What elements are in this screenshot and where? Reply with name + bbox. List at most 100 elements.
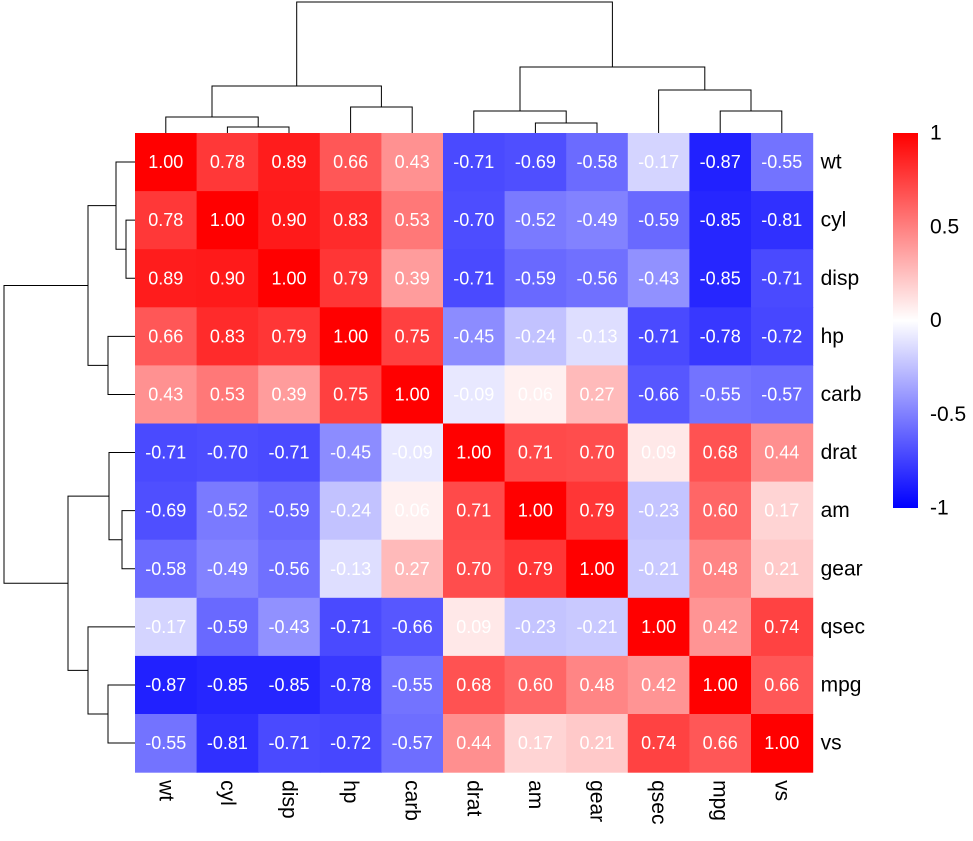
cell-vs-mpg [689, 714, 752, 773]
cell-value-hp-cyl: 0.83 [210, 326, 245, 346]
cell-carb-drat [443, 365, 506, 425]
cell-value-hp-hp: 1.00 [333, 326, 368, 346]
row-label-gear: gear [821, 557, 863, 580]
color-legend: 1 0.5 0 -0.5 -1 [893, 122, 966, 520]
cell-wt-disp [258, 133, 321, 192]
cell-gear-mpg [689, 539, 752, 599]
cell-drat-disp [258, 423, 321, 483]
column-label-hp: hp [339, 780, 362, 803]
cell-value-am-qsec: -0.23 [638, 501, 679, 521]
cell-qsec-vs [751, 597, 814, 657]
cell-value-carb-mpg: -0.55 [700, 384, 741, 404]
cell-mpg-carb [381, 655, 444, 715]
cell-value-gear-wt: -0.58 [145, 559, 186, 579]
cell-gear-cyl [196, 539, 259, 599]
cell-value-cyl-hp: 0.83 [333, 210, 368, 230]
cell-am-mpg [689, 481, 752, 541]
cell-value-drat-cyl: -0.70 [207, 443, 248, 463]
cell-hp-cyl [196, 307, 259, 366]
cell-value-disp-cyl: 0.90 [210, 268, 245, 288]
row-dendrogram-branch-4 [121, 510, 135, 570]
cell-value-drat-drat: 1.00 [456, 443, 491, 463]
column-label-wt: wt [154, 779, 177, 801]
cell-mpg-hp [319, 655, 382, 715]
row-label-qsec: qsec [821, 615, 865, 638]
cell-value-carb-disp: 0.39 [271, 384, 306, 404]
cell-value-disp-drat: -0.71 [453, 268, 494, 288]
cell-value-mpg-vs: 0.66 [764, 675, 799, 695]
cell-value-wt-carb: 0.43 [395, 152, 430, 172]
cell-drat-am [504, 423, 567, 483]
cell-gear-gear [566, 539, 629, 599]
cell-value-am-disp: -0.59 [268, 501, 309, 521]
cell-wt-mpg [689, 133, 752, 192]
legend-tick-1: 0.5 [930, 215, 959, 238]
column-dendrogram-branch-1 [165, 116, 259, 133]
cell-value-hp-drat: -0.45 [453, 326, 494, 346]
cell-hp-wt [135, 307, 198, 366]
column-label-carb: carb [401, 780, 424, 821]
cell-value-mpg-wt: -0.87 [145, 675, 186, 695]
cell-value-wt-disp: 0.89 [271, 152, 306, 172]
cell-value-carb-vs: -0.57 [761, 384, 802, 404]
cell-value-am-hp: -0.24 [330, 501, 371, 521]
column-dendrogram-branch-4 [534, 122, 598, 133]
legend-color-bar [893, 133, 918, 508]
cell-disp-carb [381, 249, 444, 308]
cell-value-gear-am: 0.79 [518, 559, 553, 579]
cell-value-drat-gear: 0.70 [579, 443, 614, 463]
cell-qsec-mpg [689, 597, 752, 657]
cell-value-vs-disp: -0.71 [268, 733, 309, 753]
column-dendrogram-branch-2 [350, 106, 413, 133]
cell-vs-cyl [196, 714, 259, 773]
cell-disp-drat [443, 249, 506, 308]
cell-value-vs-wt: -0.55 [145, 733, 186, 753]
cell-vs-am [504, 714, 567, 773]
cell-value-carb-cyl: 0.53 [210, 384, 245, 404]
cell-value-cyl-vs: -0.81 [761, 210, 802, 230]
cell-qsec-disp [258, 597, 321, 657]
cell-disp-vs [751, 249, 814, 308]
cell-drat-drat [443, 423, 506, 483]
cell-qsec-gear [566, 597, 629, 657]
cell-cyl-carb [381, 191, 444, 250]
cell-value-qsec-carb: -0.66 [392, 617, 433, 637]
cell-wt-drat [443, 133, 506, 192]
cell-wt-wt [135, 133, 198, 192]
heatmap-cells: 1.00 0.78 0.89 0.66 0.43 -0.71 -0.69 -0.58 -0.17… [135, 133, 814, 773]
column-dendrogram-branch-0 [226, 126, 290, 133]
cell-value-wt-cyl: 0.78 [210, 152, 245, 172]
cell-cyl-drat [443, 191, 506, 250]
cell-vs-gear [566, 714, 629, 773]
cell-disp-gear [566, 249, 629, 308]
cell-value-vs-cyl: -0.81 [207, 733, 248, 753]
cell-hp-qsec [627, 307, 690, 366]
cell-value-wt-hp: 0.66 [333, 152, 368, 172]
cell-carb-am [504, 365, 567, 425]
cell-value-drat-am: 0.71 [518, 443, 553, 463]
cell-wt-qsec [627, 133, 690, 192]
legend-tick-2: 0 [930, 309, 942, 332]
cell-value-qsec-am: -0.23 [515, 617, 556, 637]
cell-wt-carb [381, 133, 444, 192]
cell-wt-am [504, 133, 567, 192]
cell-value-cyl-carb: 0.53 [395, 210, 430, 230]
cell-carb-vs [751, 365, 814, 425]
column-label-qsec: qsec [647, 780, 670, 824]
cell-value-drat-wt: -0.71 [145, 443, 186, 463]
cell-mpg-drat [443, 655, 506, 715]
cell-disp-qsec [627, 249, 690, 308]
cell-qsec-wt [135, 597, 198, 657]
cell-value-am-cyl: -0.52 [207, 501, 248, 521]
cell-drat-hp [319, 423, 382, 483]
cell-value-hp-wt: 0.66 [148, 326, 183, 346]
cell-value-wt-drat: -0.71 [453, 152, 494, 172]
cell-drat-carb [381, 423, 444, 483]
column-labels: wt cyl disp hp carb drat am gear qsec mpg vs [154, 779, 793, 824]
cell-value-drat-mpg: 0.68 [703, 443, 738, 463]
cell-vs-carb [381, 714, 444, 773]
cell-value-vs-mpg: 0.66 [703, 733, 738, 753]
cell-value-hp-carb: 0.75 [395, 326, 430, 346]
cell-value-mpg-drat: 0.68 [456, 675, 491, 695]
cell-hp-drat [443, 307, 506, 366]
